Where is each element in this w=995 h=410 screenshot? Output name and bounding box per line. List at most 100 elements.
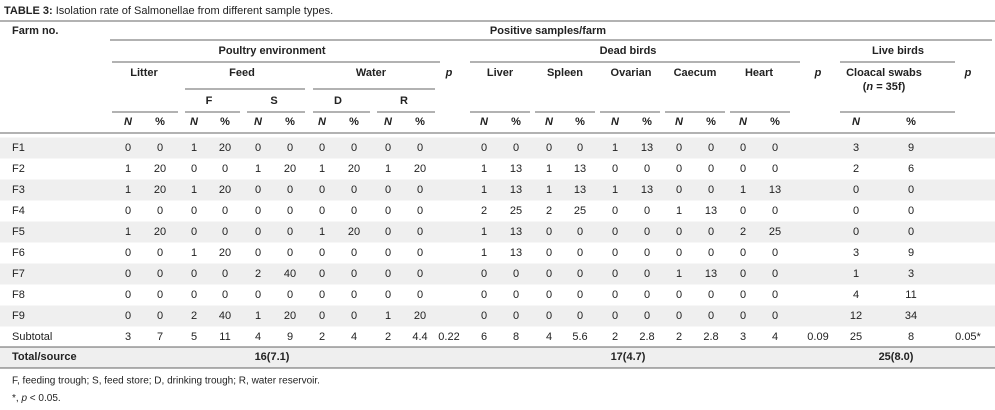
cell: 0 — [577, 268, 583, 280]
text-part: < 0.05. — [27, 393, 61, 404]
cell: 4 — [546, 331, 552, 343]
cell: 25 — [510, 205, 522, 217]
cell: 0 — [708, 289, 714, 301]
cell: 13 — [510, 247, 522, 259]
text-part: = 35f) — [873, 81, 905, 93]
cell: 0 — [577, 310, 583, 322]
cell: 0 — [385, 289, 391, 301]
unit-header: N — [190, 116, 199, 128]
cell: 0 — [417, 184, 423, 196]
total-cell: 17(4.7) — [611, 351, 646, 363]
cell: 1 — [125, 163, 131, 175]
cell: 0 — [740, 289, 746, 301]
cell: 0 — [319, 268, 325, 280]
cell: 0.05* — [955, 331, 981, 343]
cell: 4.4 — [412, 331, 427, 343]
cell: 8 — [908, 331, 914, 343]
cell: 0.22 — [438, 331, 459, 343]
sample-header: Ovarian — [611, 67, 652, 79]
cell: 1 — [191, 184, 197, 196]
cell: 13 — [641, 142, 653, 154]
cell: 1 — [676, 268, 682, 280]
unit-header: % — [770, 116, 780, 128]
cell: 0 — [546, 247, 552, 259]
cell: 0 — [125, 142, 131, 154]
cell: 0 — [577, 247, 583, 259]
cell: 0 — [351, 268, 357, 280]
cell: 0 — [351, 184, 357, 196]
cell: 0 — [191, 163, 197, 175]
cell: 0 — [481, 289, 487, 301]
cell: 0 — [157, 289, 163, 301]
source-header: D — [334, 95, 342, 107]
cell: 2 — [319, 331, 325, 343]
cell: 0 — [191, 226, 197, 238]
cell: 6 — [908, 163, 914, 175]
cell: 20 — [284, 163, 296, 175]
cell: 0 — [708, 184, 714, 196]
cell: 0.09 — [807, 331, 828, 343]
cell: 5 — [191, 331, 197, 343]
cell: 0 — [157, 205, 163, 217]
unit-header: N — [480, 116, 489, 128]
cell: 20 — [284, 310, 296, 322]
cell: 0 — [676, 163, 682, 175]
unit-header: N — [545, 116, 554, 128]
cell: 0 — [319, 289, 325, 301]
row-label: F3 — [12, 184, 25, 196]
cell: 0 — [319, 205, 325, 217]
cell: 0 — [222, 226, 228, 238]
group-header: Dead birds — [600, 45, 657, 57]
cell: 0 — [577, 226, 583, 238]
positive-header: Positive samples/farm — [490, 25, 606, 37]
cell: 0 — [481, 268, 487, 280]
cell: 0 — [385, 142, 391, 154]
cell: 0 — [157, 142, 163, 154]
cell: 0 — [644, 268, 650, 280]
cell: 0 — [644, 163, 650, 175]
cell: 25 — [574, 205, 586, 217]
cell: 0 — [191, 268, 197, 280]
text-part: ( — [863, 81, 867, 93]
cell: 0 — [612, 205, 618, 217]
row-band — [0, 347, 995, 368]
cell: 40 — [284, 268, 296, 280]
cell: 0 — [740, 268, 746, 280]
cell: 0 — [417, 268, 423, 280]
unit-header: % — [349, 116, 359, 128]
unit-header: N — [254, 116, 263, 128]
cell: 0 — [222, 289, 228, 301]
unit-header: % — [706, 116, 716, 128]
cell: 9 — [287, 331, 293, 343]
row-label: F7 — [12, 268, 25, 280]
cell: 0 — [125, 289, 131, 301]
cell: 0 — [740, 142, 746, 154]
table-title: TABLE 3: Isolation rate of Salmonellae f… — [4, 5, 333, 17]
unit-header: % — [575, 116, 585, 128]
unit-header: N — [318, 116, 327, 128]
source-header: F — [206, 95, 213, 107]
cell: 12 — [850, 310, 862, 322]
cell: 0 — [644, 289, 650, 301]
text-part: p — [20, 393, 27, 404]
cell: 0 — [676, 310, 682, 322]
cell: 1 — [481, 247, 487, 259]
unit-header: N — [739, 116, 748, 128]
cell: 0 — [546, 268, 552, 280]
cell: 13 — [641, 184, 653, 196]
cell: 2.8 — [639, 331, 654, 343]
cell: 0 — [772, 142, 778, 154]
cell: 0 — [853, 184, 859, 196]
cell: 0 — [612, 247, 618, 259]
sample-header: Litter — [130, 67, 158, 79]
unit-header: % — [906, 116, 916, 128]
cell: 0 — [676, 184, 682, 196]
cell: 0 — [772, 247, 778, 259]
farm-header: Farm no. — [12, 25, 58, 37]
cell: 2 — [676, 331, 682, 343]
cell: 0 — [385, 184, 391, 196]
cell: 0 — [676, 142, 682, 154]
cell: 0 — [853, 205, 859, 217]
cell: 0 — [385, 205, 391, 217]
cell: 0 — [222, 268, 228, 280]
